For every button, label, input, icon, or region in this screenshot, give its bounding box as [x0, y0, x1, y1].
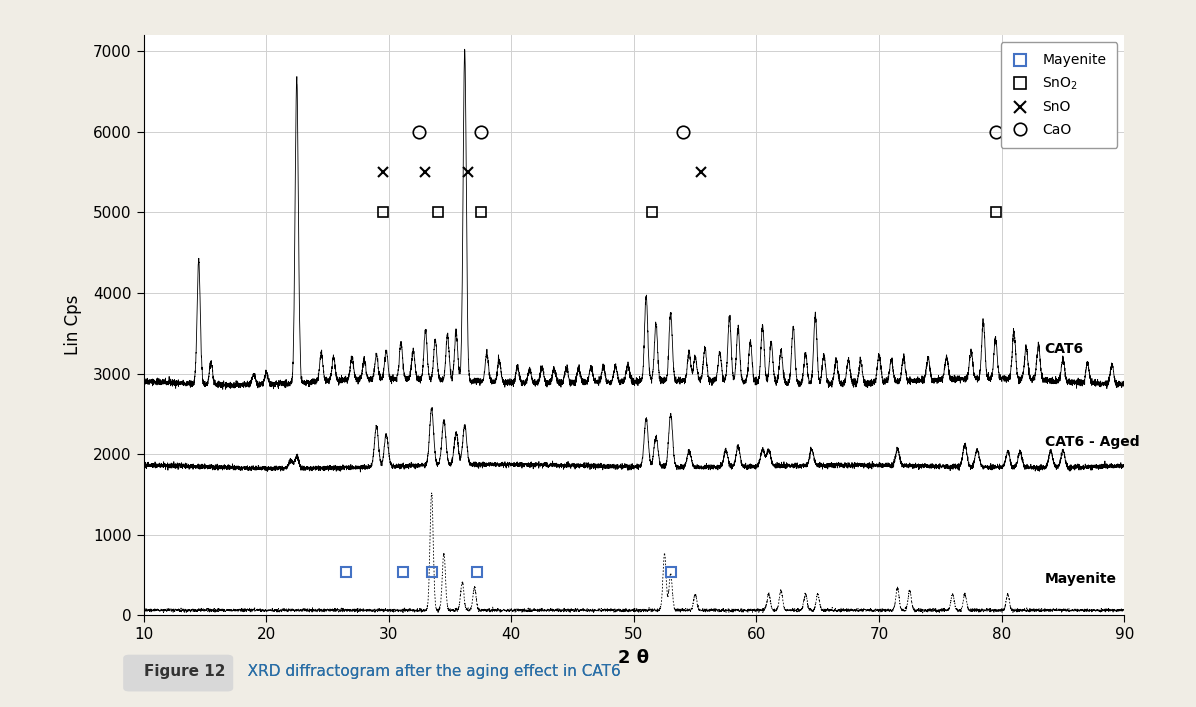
Text: CAT6 - Aged: CAT6 - Aged — [1044, 435, 1139, 449]
Text: XRD diffractogram after the aging effect in CAT6: XRD diffractogram after the aging effect… — [233, 664, 621, 679]
X-axis label: 2 θ: 2 θ — [618, 649, 649, 667]
Text: Figure 12: Figure 12 — [144, 664, 225, 679]
Y-axis label: Lin Cps: Lin Cps — [63, 295, 83, 356]
Legend: Mayenite, SnO$_2$, SnO, CaO: Mayenite, SnO$_2$, SnO, CaO — [1001, 42, 1117, 148]
Text: Mayenite: Mayenite — [1044, 572, 1117, 586]
Text: Figure 12: Figure 12 — [144, 664, 225, 679]
Text: CAT6: CAT6 — [1044, 342, 1084, 356]
Text: XRD diffractogram after the aging effect in CAT6: XRD diffractogram after the aging effect… — [233, 664, 621, 679]
